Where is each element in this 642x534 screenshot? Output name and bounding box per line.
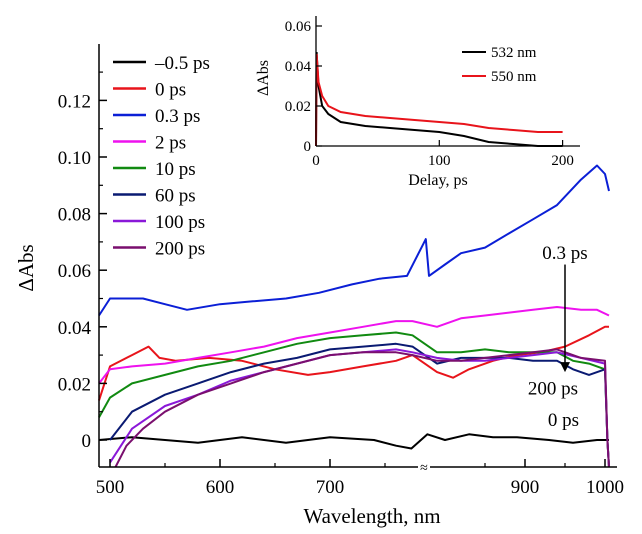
inset-series-line-1 — [315, 53, 563, 147]
legend-label-5: 60 ps — [155, 186, 196, 207]
inset-series-line-0 — [315, 51, 563, 147]
series-line-7 — [114, 348, 610, 468]
series-line-5 — [109, 342, 610, 468]
axis-break-gap — [418, 463, 430, 471]
legend-label-0: –0.5 ps — [154, 53, 210, 74]
x-tick-label-0: 500 — [96, 477, 125, 498]
axis-break-mark: ≈ — [420, 461, 428, 476]
inset-legend-label-0: 532 nm — [491, 45, 537, 61]
x-tick-label-1: 600 — [206, 477, 235, 498]
main-plot: ≈0 0.02 0.04 0.06 0.08 0.10 0.12 500 600 700 900 10… — [14, 44, 624, 528]
x-tick-label-3: 900 — [511, 477, 540, 498]
legend-label-3: 2 ps — [155, 133, 186, 154]
annotation-2: 0 ps — [548, 410, 579, 431]
annotation-1: 200 ps — [528, 379, 578, 400]
inset-x-tick-label-0: 0 — [312, 153, 320, 169]
inset-plot: 0 0.02 0.04 0.06 0 100 200 532 nm 550 nm Delay,… — [255, 14, 584, 189]
inset-legend: 532 nm 550 nm — [462, 45, 537, 85]
x-axis-title: Wavelength, nm — [303, 504, 440, 528]
inset-series-group — [315, 51, 563, 147]
inset-y-tick-label-1: 0.02 — [285, 99, 311, 115]
annotation-0: 0.3 ps — [542, 243, 587, 264]
inset-background — [316, 14, 584, 138]
arrow-head — [560, 362, 570, 373]
main-series-group — [98, 164, 610, 468]
y-tick-label-2: 0.04 — [58, 318, 92, 339]
y-tick-label-4: 0.08 — [58, 205, 91, 226]
y-tick-label-3: 0.06 — [58, 261, 91, 282]
series-line-3 — [98, 306, 610, 385]
inset-y-axis-title: ΔAbs — [255, 60, 272, 96]
inset-y-tick-label-2: 0.04 — [285, 59, 312, 75]
series-line-0 — [98, 433, 609, 450]
legend-label-4: 10 ps — [155, 159, 196, 180]
main-axes: ≈0 0.02 0.04 0.06 0.08 0.10 0.12 500 600 700 900 10… — [58, 44, 624, 498]
inset-x-tick-label-2: 200 — [551, 153, 574, 169]
inset-y-tick-label-0: 0 — [304, 139, 312, 155]
y-tick-label-0: 0 — [82, 431, 92, 452]
legend-label-2: 0.3 ps — [155, 106, 200, 127]
inset-legend-label-1: 550 nm — [491, 69, 537, 85]
inset-axes: 0 0.02 0.04 0.06 0 100 200 — [285, 16, 580, 169]
legend-label-6: 100 ps — [155, 212, 205, 233]
series-line-4 — [98, 331, 610, 468]
legend-label-1: 0 ps — [155, 80, 186, 101]
inset-x-axis-title: Delay, ps — [408, 172, 467, 189]
x-tick-label-2: 700 — [316, 477, 345, 498]
main-legend: –0.5 ps 0 ps 0.3 ps 2 ps 10 ps 60 ps 100 ps 200… — [113, 53, 210, 260]
main-annotations: 0.3 ps 200 ps 0 ps — [528, 243, 588, 431]
y-tick-label-6: 0.12 — [58, 91, 91, 112]
x-tick-label-4: 1000 — [586, 477, 624, 498]
series-line-2 — [98, 164, 610, 317]
y-tick-label-1: 0.02 — [58, 374, 91, 395]
y-axis-title: ΔAbs — [14, 244, 38, 291]
inset-x-tick-label-1: 100 — [428, 153, 451, 169]
legend-label-7: 200 ps — [155, 239, 205, 260]
y-tick-label-5: 0.10 — [58, 148, 91, 169]
inset-y-tick-label-3: 0.06 — [285, 19, 312, 35]
